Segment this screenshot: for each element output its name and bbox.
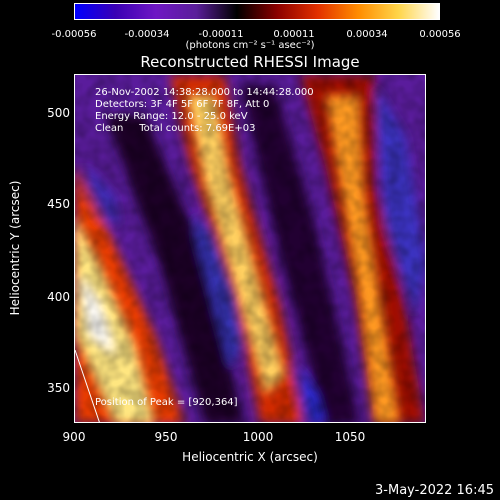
info-detectors: Detectors: 3F 4F 5F 6F 7F 8F, Att 0 [95, 99, 270, 110]
info-clean: Clean Total counts: 7.69E+03 [95, 123, 256, 134]
info-energy: Energy Range: 12.0 - 25.0 keV [95, 111, 248, 122]
y-axis-label: Heliocentric Y (arcsec) [8, 180, 22, 316]
x-tick-label: 950 [154, 430, 178, 444]
colorbar-units: (photons cm⁻² s⁻¹ asec⁻²) [185, 40, 315, 51]
x-tick-label: 1050 [334, 430, 366, 444]
y-tick-label: 400 [47, 290, 70, 304]
colorbar-tick-label: 0.00011 [273, 29, 315, 40]
image-texture [75, 75, 425, 422]
timestamp: 3-May-2022 16:45 [375, 483, 494, 498]
x-tick-label: 900 [62, 430, 86, 444]
solar-image [75, 75, 425, 422]
y-tick-label: 500 [47, 106, 70, 120]
plot-title: Reconstructed RHESSI Image [140, 53, 360, 71]
info-time: 26-Nov-2002 14:38:28.000 to 14:44:28.000 [95, 87, 314, 98]
y-tick-label: 350 [47, 381, 70, 395]
x-tick-label: 1000 [242, 430, 274, 444]
peak-position-note: Position of Peak = [920,364] [95, 397, 238, 408]
colorbar-tick-label: 0.00034 [346, 29, 388, 40]
colorbar-tick-label: 0.00056 [419, 29, 461, 40]
y-tick-label: 450 [47, 197, 70, 211]
image-plot: 26-Nov-2002 14:38:28.000 to 14:44:28.000… [74, 74, 426, 423]
colorbar [74, 3, 440, 20]
x-axis-label: Heliocentric X (arcsec) [182, 450, 318, 464]
colorbar-tick-label: -0.00056 [51, 29, 97, 40]
limb-line [75, 349, 100, 422]
colorbar-tick-label: -0.00034 [124, 29, 170, 40]
colorbar-tick-label: -0.00011 [198, 29, 244, 40]
